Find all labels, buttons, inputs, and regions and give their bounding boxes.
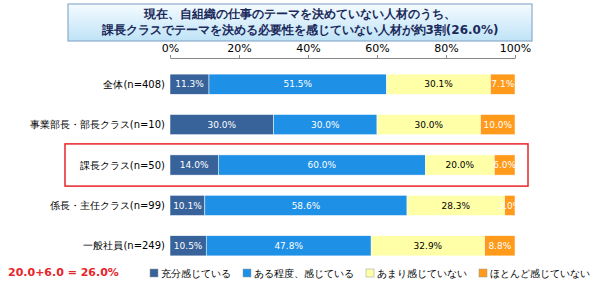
bar [425, 155, 494, 175]
title: 現在、自組織の仕事のテーマを決めていない人材のうち、課長クラスでテーマを決める必… [101, 7, 499, 37]
legend-swatch [243, 269, 251, 277]
bars [170, 74, 515, 256]
bar [481, 115, 516, 135]
legend-label: ほとんど感じていない [490, 268, 590, 279]
data-labels: 11.3% 30.0% 14.0% 10.1% 10.5% 51.5% 30.0% 60.0%… [173, 79, 522, 251]
data-label: 20.0% [446, 160, 475, 170]
data-label: 6.0% [493, 160, 516, 170]
highlight-box [65, 144, 528, 186]
data-label: 30.0% [311, 120, 340, 130]
bar [170, 74, 209, 94]
tick-label: 20% [227, 42, 251, 55]
x-axis: 0% 20% 40% 60% 80% 100% [162, 42, 531, 59]
bar [209, 74, 387, 94]
data-label: 11.3% [175, 79, 204, 89]
tick-mark [239, 55, 240, 58]
tick-mark [377, 55, 378, 58]
bar [371, 236, 485, 256]
legend-swatch [479, 269, 487, 277]
data-label: 10.1% [173, 201, 202, 211]
data-label: 10.5% [174, 241, 203, 251]
category-label: 全体(n=408) [103, 79, 165, 90]
data-label: 30.1% [424, 79, 453, 89]
bar [206, 236, 371, 256]
bar [170, 115, 274, 135]
data-label: 51.5% [284, 79, 313, 89]
tick: 80% [434, 42, 458, 58]
category-label: 事業部長・部長クラス(n=10) [30, 119, 165, 130]
tick-mark [170, 55, 171, 58]
bar [170, 155, 218, 175]
data-label: 7.1% [491, 79, 514, 89]
title-box [68, 4, 532, 41]
axis-line [171, 58, 516, 59]
legend-swatch [150, 269, 158, 277]
bar [485, 236, 515, 256]
data-label: 47.8% [274, 241, 303, 251]
data-label: 28.3% [442, 201, 471, 211]
legend-label: 充分感じている [161, 268, 231, 279]
legend-label: ある程度、感じている [254, 268, 354, 279]
data-label: 30.0% [207, 120, 236, 130]
bar [377, 115, 481, 135]
tick: 20% [227, 42, 251, 58]
tick-label: 80% [434, 42, 458, 55]
data-label: 14.0% [180, 160, 209, 170]
bar [274, 115, 378, 135]
data-label: 32.9% [414, 241, 443, 251]
tick: 40% [296, 42, 320, 58]
bar [205, 195, 407, 215]
tick-label: 0% [162, 42, 179, 55]
chart: 現在、自組織の仕事のテーマを決めていない人材のうち、課長クラスでテーマを決める必… [0, 0, 600, 296]
bar [170, 195, 205, 215]
annotation: 20.0+6.0 = 26.0% [8, 266, 119, 279]
tick-mark [446, 55, 447, 58]
legend-label: あまり感じていない [377, 268, 467, 279]
data-label: 3.0% [498, 201, 521, 211]
title-line: 課長クラスでテーマを決める必要性を感じていない人材が約3割(26.0%) [101, 23, 499, 37]
tick: 60% [365, 42, 389, 58]
category-label: 一般社員(n=249) [83, 240, 165, 251]
tick: 0% [162, 42, 179, 58]
tick-label: 60% [365, 42, 389, 55]
legend-swatch [366, 269, 374, 277]
category-label: 係長・主任クラス(n=99) [50, 200, 165, 211]
bar [407, 195, 505, 215]
data-label: 30.0% [414, 120, 443, 130]
legend: 充分感じている ある程度、感じている あまり感じていない ほとんど感じていない [150, 268, 590, 279]
tick-label: 100% [500, 42, 531, 55]
tick-mark [515, 55, 516, 58]
bar [218, 155, 425, 175]
tick: 100% [500, 42, 531, 58]
data-label: 60.0% [308, 160, 337, 170]
category-label: 課長クラス(n=50) [80, 160, 165, 171]
bar [491, 74, 515, 94]
bar [170, 236, 206, 256]
data-label: 10.0% [483, 120, 512, 130]
tick-label: 40% [296, 42, 320, 55]
data-label: 8.8% [488, 241, 511, 251]
tick-mark [308, 55, 309, 58]
bar [387, 74, 491, 94]
data-label: 58.6% [292, 201, 321, 211]
title-line: 現在、自組織の仕事のテーマを決めていない人材のうち、 [143, 7, 456, 21]
